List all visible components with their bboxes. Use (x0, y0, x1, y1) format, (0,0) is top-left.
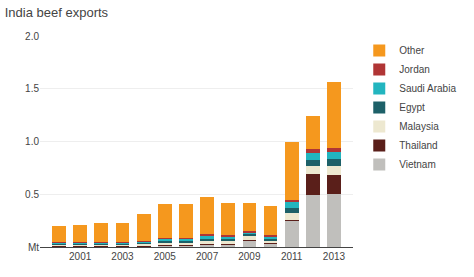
svg-text:1.0: 1.0 (25, 136, 39, 147)
svg-text:2.0: 2.0 (25, 31, 39, 42)
svg-text:2007: 2007 (196, 251, 219, 262)
svg-text:Jordan: Jordan (399, 64, 430, 75)
svg-text:2005: 2005 (154, 251, 177, 262)
svg-text:Malaysia: Malaysia (399, 121, 439, 132)
svg-text:Vietnam: Vietnam (399, 159, 436, 170)
svg-text:2009: 2009 (238, 251, 261, 262)
svg-text:2013: 2013 (323, 251, 346, 262)
svg-text:Mt: Mt (28, 242, 39, 253)
svg-text:Other: Other (399, 45, 425, 56)
svg-text:1.5: 1.5 (25, 83, 39, 94)
svg-text:2011: 2011 (281, 251, 303, 262)
svg-text:Thailand: Thailand (399, 140, 437, 151)
svg-text:Saudi Arabia: Saudi Arabia (399, 83, 456, 94)
svg-text:0.5: 0.5 (25, 189, 39, 200)
svg-text:2003: 2003 (111, 251, 134, 262)
svg-text:Egypt: Egypt (399, 102, 425, 113)
svg-text:India beef exports: India beef exports (5, 5, 109, 20)
svg-text:2001: 2001 (69, 251, 92, 262)
